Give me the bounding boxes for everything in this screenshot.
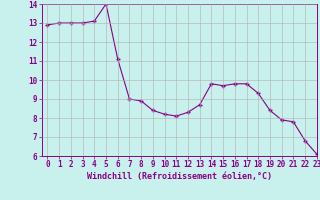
X-axis label: Windchill (Refroidissement éolien,°C): Windchill (Refroidissement éolien,°C)	[87, 172, 272, 181]
